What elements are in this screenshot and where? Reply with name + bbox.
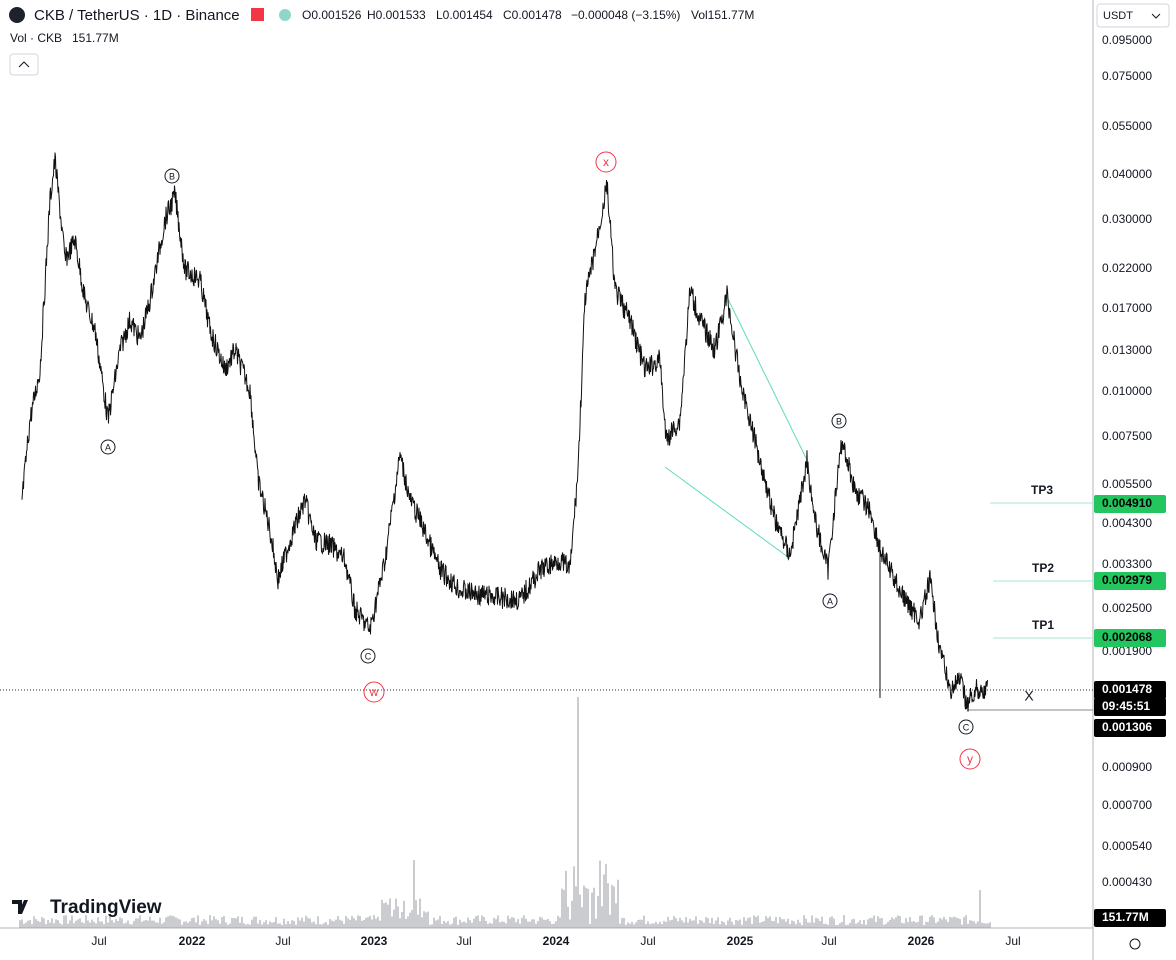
- status-dot: [279, 9, 291, 21]
- price-tag: 09:45:51: [1102, 699, 1150, 713]
- time-axis-label: 2026: [908, 934, 935, 948]
- wave-label: C: [963, 722, 970, 732]
- price-axis-label: 0.055000: [1102, 119, 1152, 133]
- wave-circle: [363, 681, 385, 703]
- wave-circle: [164, 168, 180, 184]
- time-axis-label: 2022: [179, 934, 206, 948]
- price-tag-bg: [1094, 681, 1166, 699]
- price-tag: 0.001306: [1102, 720, 1152, 734]
- ohlc-low: L0.001454: [436, 8, 493, 22]
- price-axis-label: 0.000700: [1102, 798, 1152, 812]
- time-axis-label: 2025: [727, 934, 754, 948]
- ohlc-close: C0.001478: [503, 8, 562, 22]
- symbol-title[interactable]: CKB / TetherUS · 1D · Binance: [34, 7, 240, 24]
- wave-label: B: [836, 416, 842, 426]
- wave-circle: [822, 593, 838, 609]
- price-tag-bg: [1094, 629, 1166, 647]
- price-axis-label: 0.000900: [1102, 760, 1152, 774]
- price-axis-label: 0.005500: [1102, 477, 1152, 491]
- price-tag: 0.002068: [1102, 630, 1152, 644]
- time-axis-label: Jul: [1005, 934, 1020, 948]
- price-axis-label: 0.000540: [1102, 839, 1152, 853]
- price-axis-label: 0.030000: [1102, 212, 1152, 226]
- price-axis-label: 0.007500: [1102, 429, 1152, 443]
- ohlc-open: O0.001526: [302, 8, 362, 22]
- logo-text: TradingView: [50, 897, 162, 918]
- chevron-icon: [18, 61, 30, 68]
- ohlc-high: H0.001533: [367, 8, 426, 22]
- time-axis-label: Jul: [640, 934, 655, 948]
- time-axis-label: Jul: [275, 934, 290, 948]
- price-axis-label: 0.010000: [1102, 384, 1152, 398]
- wave-circle: [360, 648, 376, 664]
- settings-icon[interactable]: [1129, 938, 1141, 950]
- wave-label: x: [603, 155, 609, 169]
- marker-label: X: [1024, 688, 1034, 704]
- price-axis-label: 0.001900: [1102, 644, 1152, 658]
- wave-label: w: [369, 685, 379, 699]
- target-label: TP1: [1032, 618, 1054, 632]
- collapse-button[interactable]: [9, 53, 39, 76]
- dropdown-icon: [1151, 13, 1161, 19]
- status-icon: [251, 8, 264, 21]
- symbol-icon: [9, 7, 25, 23]
- time-axis-label: Jul: [456, 934, 471, 948]
- price-tag-bg: [1094, 719, 1166, 737]
- wave-circle: [100, 439, 116, 455]
- logo-icon: [12, 900, 28, 914]
- trend-line: [664, 466, 789, 558]
- target-label: TP2: [1032, 561, 1054, 575]
- trend-line: [726, 296, 807, 459]
- price-axis-label: 0.075000: [1102, 69, 1152, 83]
- time-axis-label: Jul: [821, 934, 836, 948]
- time-axis-label: 2024: [543, 934, 570, 948]
- price-axis-label: 0.013000: [1102, 343, 1152, 357]
- price-axis-label: 0.095000: [1102, 33, 1152, 47]
- wave-label: A: [105, 442, 111, 452]
- currency-label: USDT: [1103, 10, 1133, 22]
- wave-circle: [958, 719, 974, 735]
- volume-legend-name: Vol · CKB: [10, 31, 62, 45]
- currency-select[interactable]: [1096, 3, 1170, 28]
- ohlc-change: −0.000048 (−3.15%): [571, 8, 680, 22]
- price-axis-label: 0.003300: [1102, 557, 1152, 571]
- price-tag: 0.001478: [1102, 682, 1152, 696]
- price-axis-label: 0.000430: [1102, 875, 1152, 889]
- price-axis-label: 0.040000: [1102, 167, 1152, 181]
- price-tag: 0.004910: [1102, 496, 1152, 510]
- price-tag-bg: [1094, 698, 1166, 716]
- volume-legend-value: 151.77M: [72, 31, 119, 45]
- wave-label: C: [365, 651, 372, 661]
- wave-label: B: [169, 171, 175, 181]
- wave-label: A: [827, 596, 833, 606]
- price-tag-bg: [1094, 495, 1166, 513]
- price-tag: 0.002979: [1102, 573, 1152, 587]
- price-axis-label: 0.002500: [1102, 601, 1152, 615]
- wave-label: y: [967, 752, 973, 766]
- price-axis-label: 0.017000: [1102, 301, 1152, 315]
- wave-circle: [595, 151, 617, 173]
- price-tag-bg: [1094, 572, 1166, 590]
- time-axis-label: 2023: [361, 934, 388, 948]
- price-tag-bg: [1094, 909, 1166, 927]
- price-tag: 151.77M: [1102, 910, 1149, 924]
- ohlc-volume: Vol151.77M: [691, 8, 754, 22]
- time-axis-label: Jul: [91, 934, 106, 948]
- price-axis-label: 0.004300: [1102, 516, 1152, 530]
- target-label: TP3: [1031, 483, 1053, 497]
- wave-circle: [959, 748, 981, 770]
- price-axis-label: 0.022000: [1102, 261, 1152, 275]
- price-line: [21, 152, 988, 712]
- volume-bars: [19, 697, 991, 928]
- wave-circle: [831, 413, 847, 429]
